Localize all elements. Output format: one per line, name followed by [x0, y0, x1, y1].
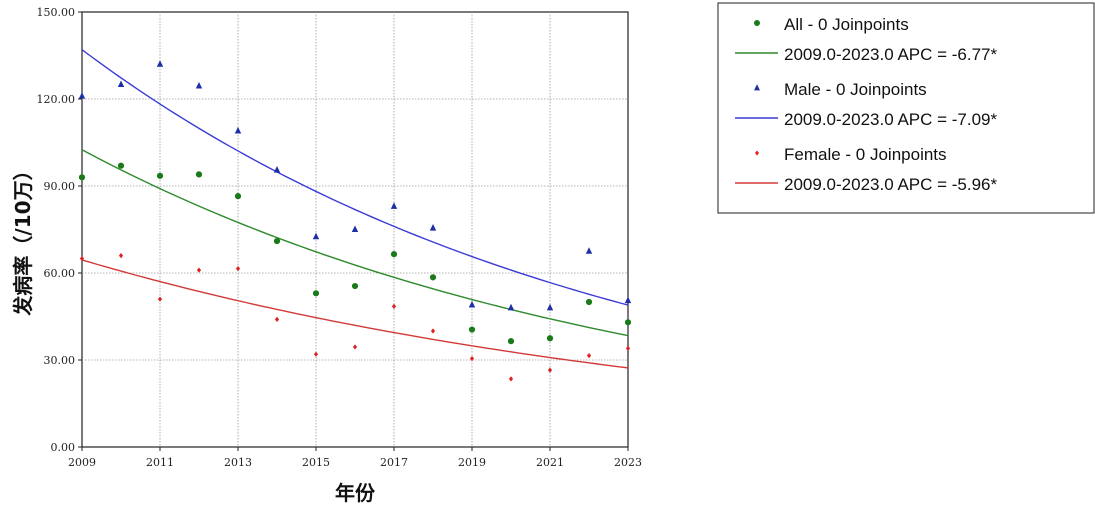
y-axis-label: 发病率（/10万） [11, 160, 35, 316]
y-tick-label: 30.00 [44, 354, 76, 367]
y-tick-label: 150.00 [37, 6, 76, 19]
fit-line-2 [81, 259, 629, 369]
legend-series-label: All - 0 Joinpoints [784, 15, 909, 34]
legend-marker-2 [755, 150, 759, 156]
y-tick-label: 60.00 [44, 267, 76, 280]
data-point-circle [234, 193, 242, 200]
data-point-diamond [157, 296, 163, 302]
fit-lines [81, 49, 629, 369]
data-point-diamond [352, 344, 358, 350]
data-point-circle [468, 326, 476, 333]
data-point-diamond [586, 353, 592, 359]
legend-box [717, 2, 1095, 214]
data-point-triangle [468, 300, 476, 308]
data-point-triangle [624, 296, 632, 304]
legend-series-label: Male - 0 Joinpoints [784, 80, 927, 99]
data-point-triangle [156, 60, 164, 67]
data-point-circle [624, 319, 632, 326]
legend-fit-label: 2009.0-2023.0 APC = -7.09* [784, 110, 998, 129]
data-point-diamond [313, 351, 319, 357]
data-point-circle [507, 338, 515, 345]
data-point-triangle [351, 225, 359, 233]
legend-fit-label: 2009.0-2023.0 APC = -5.96* [784, 175, 998, 194]
data-point-circle [351, 282, 359, 290]
data-point-triangle [273, 166, 281, 173]
legend-marker-0 [754, 20, 760, 26]
x-axis-label: 年份 [335, 481, 376, 505]
data-point-diamond [430, 328, 436, 334]
data-point-diamond [391, 303, 397, 309]
data-point-diamond [274, 316, 280, 322]
legend-fit-label: 2009.0-2023.0 APC = -6.77* [784, 45, 998, 64]
data-point-diamond [118, 253, 124, 259]
data-point-triangle [507, 303, 515, 311]
data-point-diamond [547, 367, 553, 373]
data-point-triangle [234, 126, 242, 134]
data-point-circle [273, 238, 281, 245]
data-point-diamond [79, 255, 85, 262]
data-point-diamond [235, 266, 241, 272]
data-points [78, 60, 632, 382]
x-tick-label: 2013 [224, 456, 252, 469]
y-tick-label: 0.00 [51, 441, 76, 454]
data-point-triangle [585, 247, 593, 254]
data-point-triangle [546, 303, 554, 311]
data-point-diamond [469, 355, 475, 362]
x-tick-label: 2019 [458, 456, 486, 469]
y-tick-label: 90.00 [44, 180, 76, 193]
legend-marker-1 [754, 84, 760, 91]
data-point-circle [78, 174, 86, 181]
fit-line-1 [81, 49, 629, 306]
fit-line-0 [81, 149, 629, 337]
x-tick-label: 2015 [302, 456, 330, 469]
legend: All - 0 Joinpoints 2009.0-2023.0 APC = -6… [717, 2, 1095, 214]
data-point-circle [156, 172, 164, 179]
y-tick-label: 120.00 [37, 93, 76, 106]
data-point-triangle [195, 81, 203, 89]
x-tick-label: 2009 [68, 456, 96, 469]
data-point-diamond [625, 345, 631, 351]
data-point-circle [585, 298, 593, 306]
data-point-diamond [508, 376, 514, 382]
x-tick-label: 2011 [146, 456, 174, 469]
data-point-triangle [78, 92, 86, 99]
x-tick-label: 2023 [614, 456, 642, 469]
data-point-circle [429, 274, 437, 281]
axis-ticks: 0.00 30.00 60.00 90.00 120.00 150.00 2009 2011 2… [37, 6, 643, 469]
data-point-triangle [312, 232, 320, 240]
data-point-diamond [196, 267, 202, 273]
x-tick-label: 2021 [536, 456, 564, 469]
x-tick-label: 2017 [380, 456, 408, 469]
data-point-triangle [390, 202, 398, 209]
grid-lines [82, 12, 628, 447]
data-point-circle [546, 335, 554, 342]
data-point-circle [117, 162, 125, 169]
data-point-circle [312, 290, 320, 297]
legend-series-label: Female - 0 Joinpoints [784, 145, 947, 164]
data-point-triangle [117, 80, 125, 88]
data-point-triangle [429, 224, 437, 231]
data-point-circle [390, 251, 398, 258]
data-point-circle [195, 171, 203, 178]
